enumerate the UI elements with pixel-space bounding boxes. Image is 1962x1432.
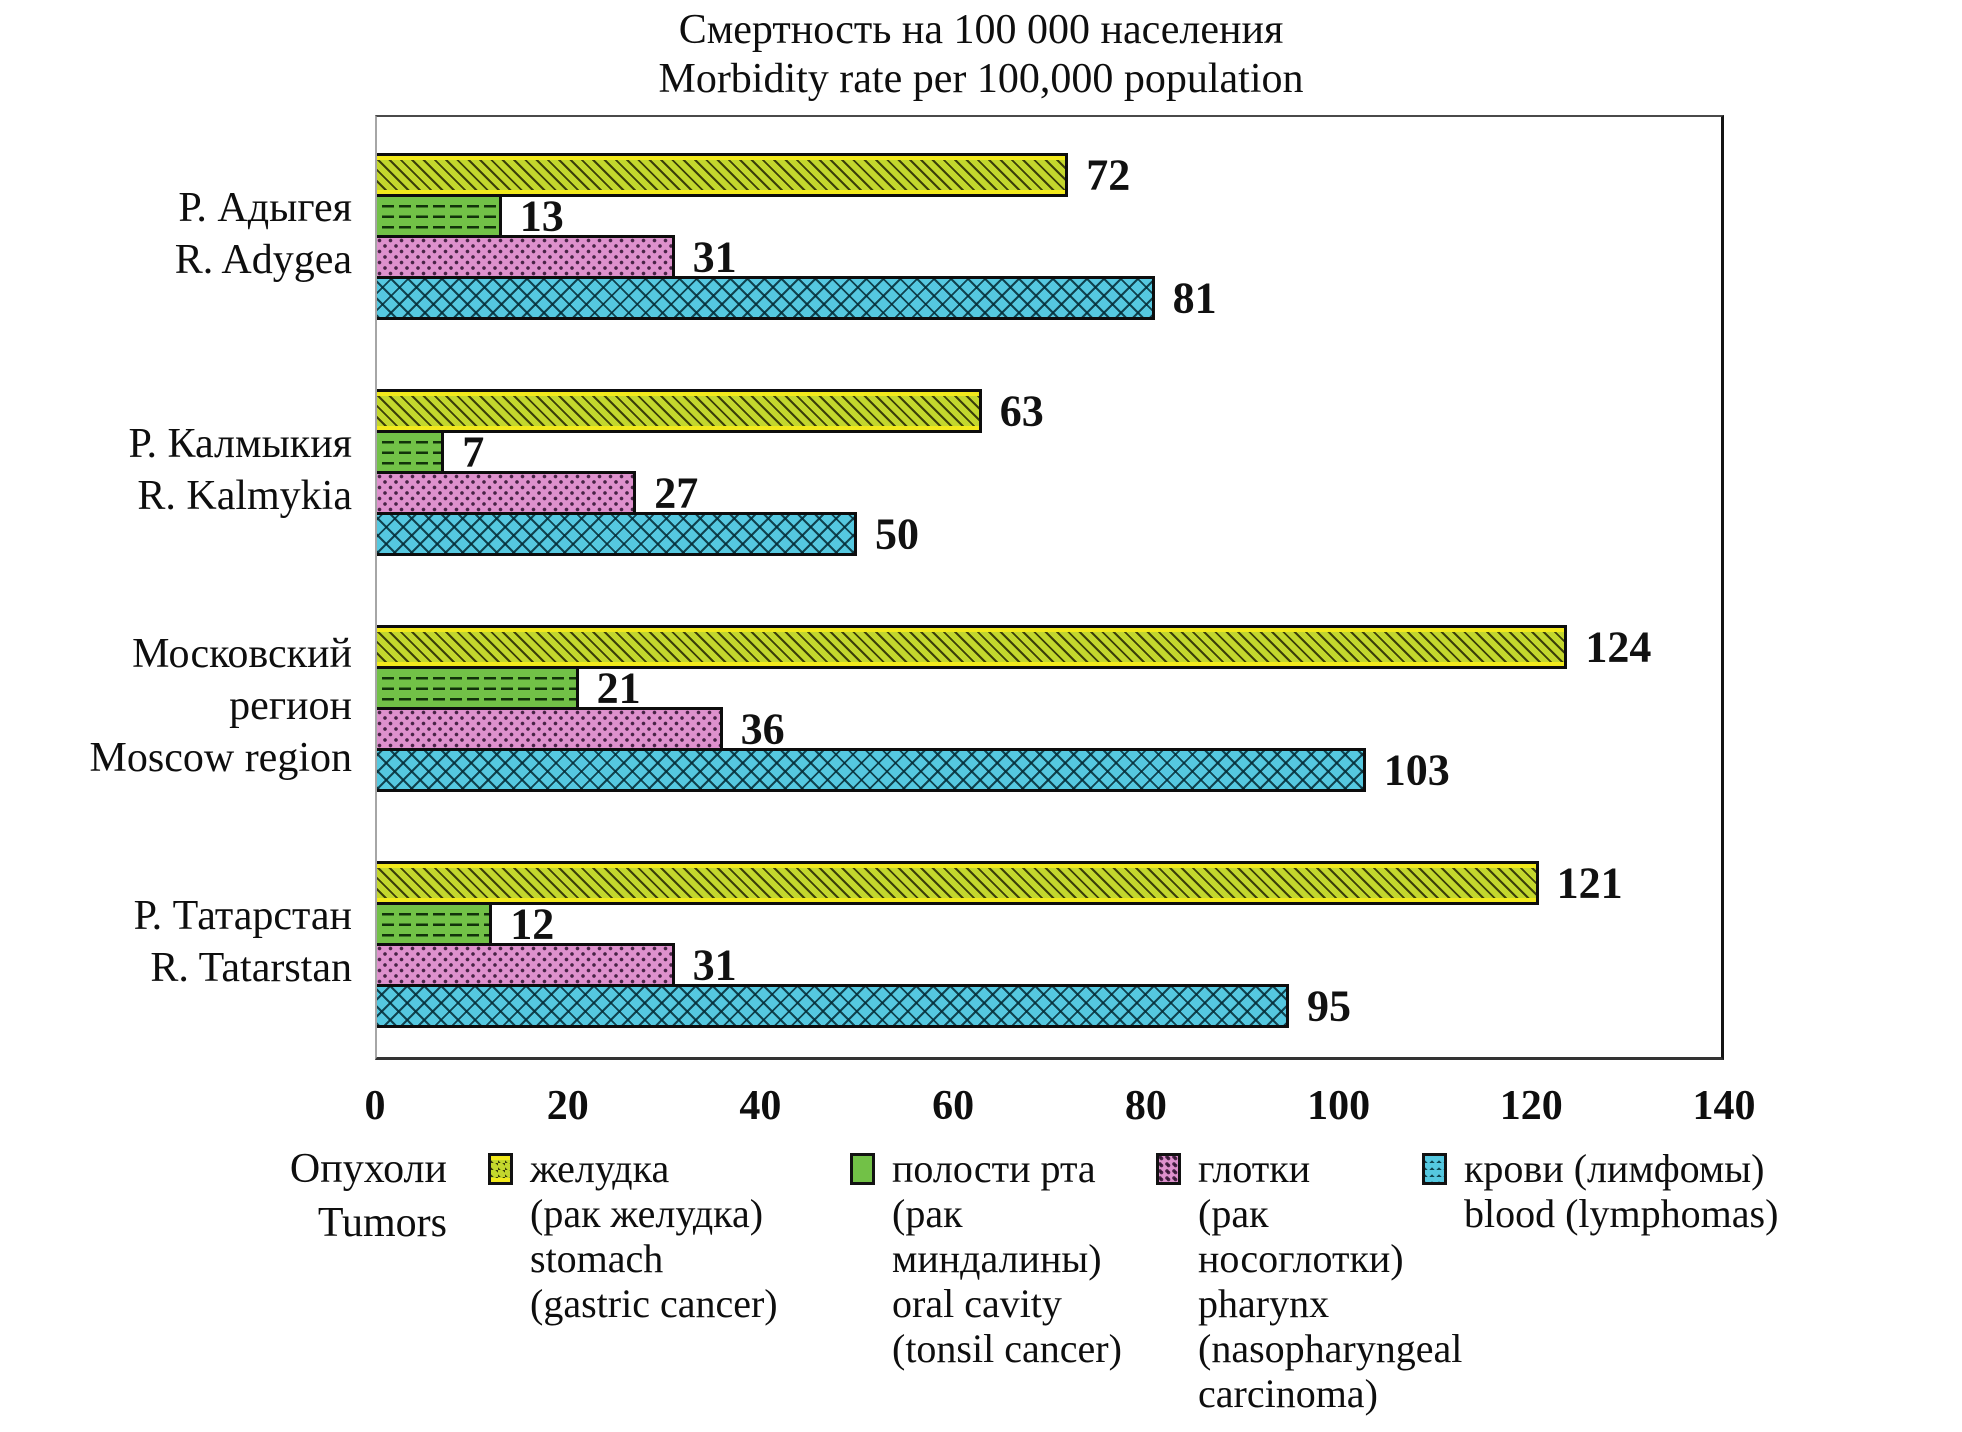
legend-label: полости рта (рак миндалины) oral cavity … (892, 1146, 1122, 1371)
blood-bar (377, 984, 1289, 1028)
oral-cavity-bar (377, 194, 502, 238)
legend-item: полости рта (рак миндалины) oral cavity … (850, 1146, 1122, 1371)
legend-label: крови (лимфомы) blood (lymphomas) (1464, 1146, 1779, 1236)
bar-value-label: 13 (519, 191, 564, 241)
stomach-legend-swatch-icon (488, 1153, 513, 1185)
x-axis: 0 20 40 60 80 100 120 140 (365, 1082, 1756, 1134)
bar-group: 121 12 31 95 (377, 859, 1721, 1031)
bar-value-label: 72 (1086, 150, 1131, 200)
chart-title-ru: Смертность на 100 000 населения (678, 7, 1284, 53)
category-label: Р. Адыгея R. Adygea (174, 185, 352, 283)
bar-value-label: 31 (692, 232, 737, 282)
bar-value-label: 50 (875, 509, 919, 559)
legend-item: глотки (рак носоглотки) pharynx (nasopha… (1156, 1146, 1462, 1416)
plot-area: 72 13 31 81 63 7 27 50 124 21 36 103 121 12 31 95 (375, 115, 1724, 1060)
bar-row: 12 (377, 900, 1721, 949)
bar-row: 121 (377, 859, 1721, 908)
x-tick-label: 80 (1124, 1083, 1167, 1129)
bar-row: 7 (377, 428, 1721, 477)
pharynx-bar (377, 943, 675, 987)
bar-row: 31 (377, 233, 1721, 282)
blood-bar (377, 276, 1155, 320)
bar-value-label: 103 (1383, 745, 1450, 795)
x-tick-label: 60 (932, 1083, 975, 1129)
stomach-bar (377, 389, 982, 433)
bar-value-label: 121 (1556, 858, 1623, 908)
pharynx-bar (377, 471, 637, 515)
legend-item: желудка (рак желудка) stomach (gastric c… (488, 1146, 778, 1326)
legend-label: глотки (рак носоглотки) pharynx (nasopha… (1198, 1146, 1463, 1416)
bar-row: 27 (377, 469, 1721, 518)
bar-value-label: 31 (692, 940, 737, 990)
stomach-bar (377, 861, 1539, 905)
x-tick-label: 40 (739, 1083, 782, 1129)
bar-row: 81 (377, 274, 1721, 323)
bar-value-label: 36 (740, 704, 785, 754)
bar-group: 72 13 31 81 (377, 151, 1721, 323)
bar-value-label: 7 (462, 427, 485, 477)
bar-row: 50 (377, 510, 1721, 559)
bar-row: 95 (377, 982, 1721, 1031)
bar-row: 13 (377, 192, 1721, 241)
oral-cavity-bar (377, 430, 445, 474)
oral-cavity-legend-swatch-icon (850, 1153, 875, 1185)
bar-group: 124 21 36 103 (377, 623, 1721, 795)
pharynx-bar (377, 707, 723, 751)
bar-value-label: 27 (654, 468, 699, 518)
bar-value-label: 12 (510, 899, 555, 949)
category-label: Московский регион Moscow region (89, 631, 352, 781)
x-tick-label: 0 (364, 1083, 386, 1129)
x-tick-label: 100 (1307, 1083, 1371, 1129)
category-label: Р. Калмыкия R. Kalmykia (128, 421, 352, 519)
bar-row: 21 (377, 664, 1721, 713)
legend-title: Опухоли Tumors (289, 1146, 447, 1246)
blood-bar (377, 512, 857, 556)
bar-row: 124 (377, 623, 1721, 672)
bar-row: 72 (377, 151, 1721, 200)
category-label: Р. Татарстан R. Tatarstan (133, 893, 352, 991)
stomach-bar (377, 625, 1568, 669)
blood-legend-swatch-icon (1422, 1153, 1447, 1185)
blood-bar (377, 748, 1366, 792)
oral-cavity-bar (377, 902, 493, 946)
bar-value-label: 21 (596, 663, 641, 713)
x-tick-label: 120 (1499, 1083, 1563, 1129)
bar-value-label: 63 (999, 386, 1044, 436)
bar-value-label: 124 (1585, 622, 1652, 672)
chart-title-en: Morbidity rate per 100,000 population (658, 56, 1304, 102)
bar-row: 36 (377, 705, 1721, 754)
pharynx-bar (377, 235, 675, 279)
bar-value-label: 95 (1306, 981, 1351, 1031)
bar-row: 31 (377, 941, 1721, 990)
bar-group: 63 7 27 50 (377, 387, 1721, 559)
category-labels: Р. Адыгея R. Adygea Р. Калмыкия R. Kalmyk… (0, 115, 358, 1060)
legend-item: крови (лимфомы) blood (lymphomas) (1422, 1146, 1778, 1236)
x-tick-label: 140 (1692, 1083, 1756, 1129)
pharynx-legend-swatch-icon (1156, 1153, 1181, 1185)
x-tick-label: 20 (546, 1083, 589, 1129)
oral-cavity-bar (377, 666, 579, 710)
bar-row: 103 (377, 746, 1721, 795)
stomach-bar (377, 153, 1069, 197)
bar-row: 63 (377, 387, 1721, 436)
bar-value-label: 81 (1172, 273, 1217, 323)
chart-title: Смертность на 100 000 населения Morbidit… (0, 6, 1962, 104)
legend-label: желудка (рак желудка) stomach (gastric c… (530, 1146, 778, 1326)
